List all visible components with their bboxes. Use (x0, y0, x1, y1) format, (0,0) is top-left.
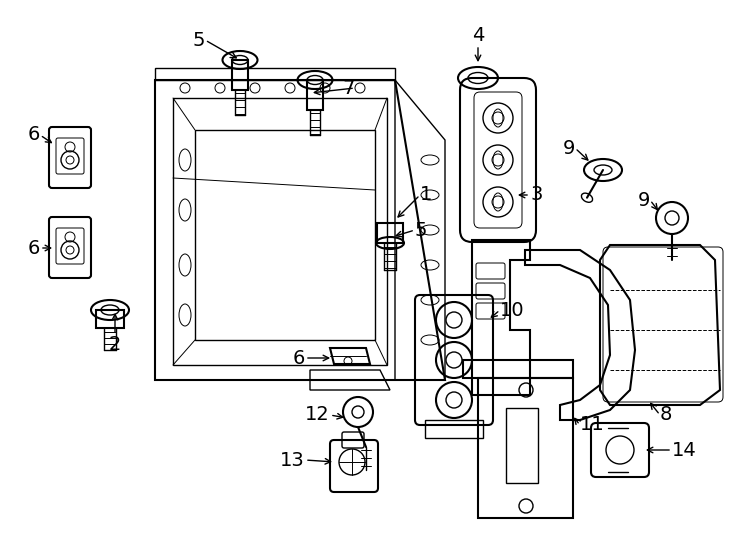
Text: 11: 11 (580, 415, 605, 435)
Text: 9: 9 (563, 138, 575, 158)
Text: 12: 12 (305, 406, 330, 424)
Text: 14: 14 (672, 441, 697, 460)
Text: 1: 1 (420, 186, 432, 205)
Bar (506, 408, 538, 483)
Text: 3: 3 (530, 186, 542, 205)
Text: 6: 6 (28, 239, 40, 258)
Text: 2: 2 (109, 335, 121, 354)
Text: 8: 8 (660, 406, 672, 424)
Text: 5: 5 (192, 30, 205, 50)
Text: 10: 10 (500, 300, 525, 320)
Text: 5: 5 (415, 220, 427, 240)
Text: 9: 9 (638, 191, 650, 210)
Text: 6: 6 (293, 348, 305, 368)
Text: 13: 13 (280, 450, 305, 469)
Text: 7: 7 (343, 78, 355, 98)
Text: 4: 4 (472, 26, 484, 45)
Text: 6: 6 (28, 125, 40, 145)
